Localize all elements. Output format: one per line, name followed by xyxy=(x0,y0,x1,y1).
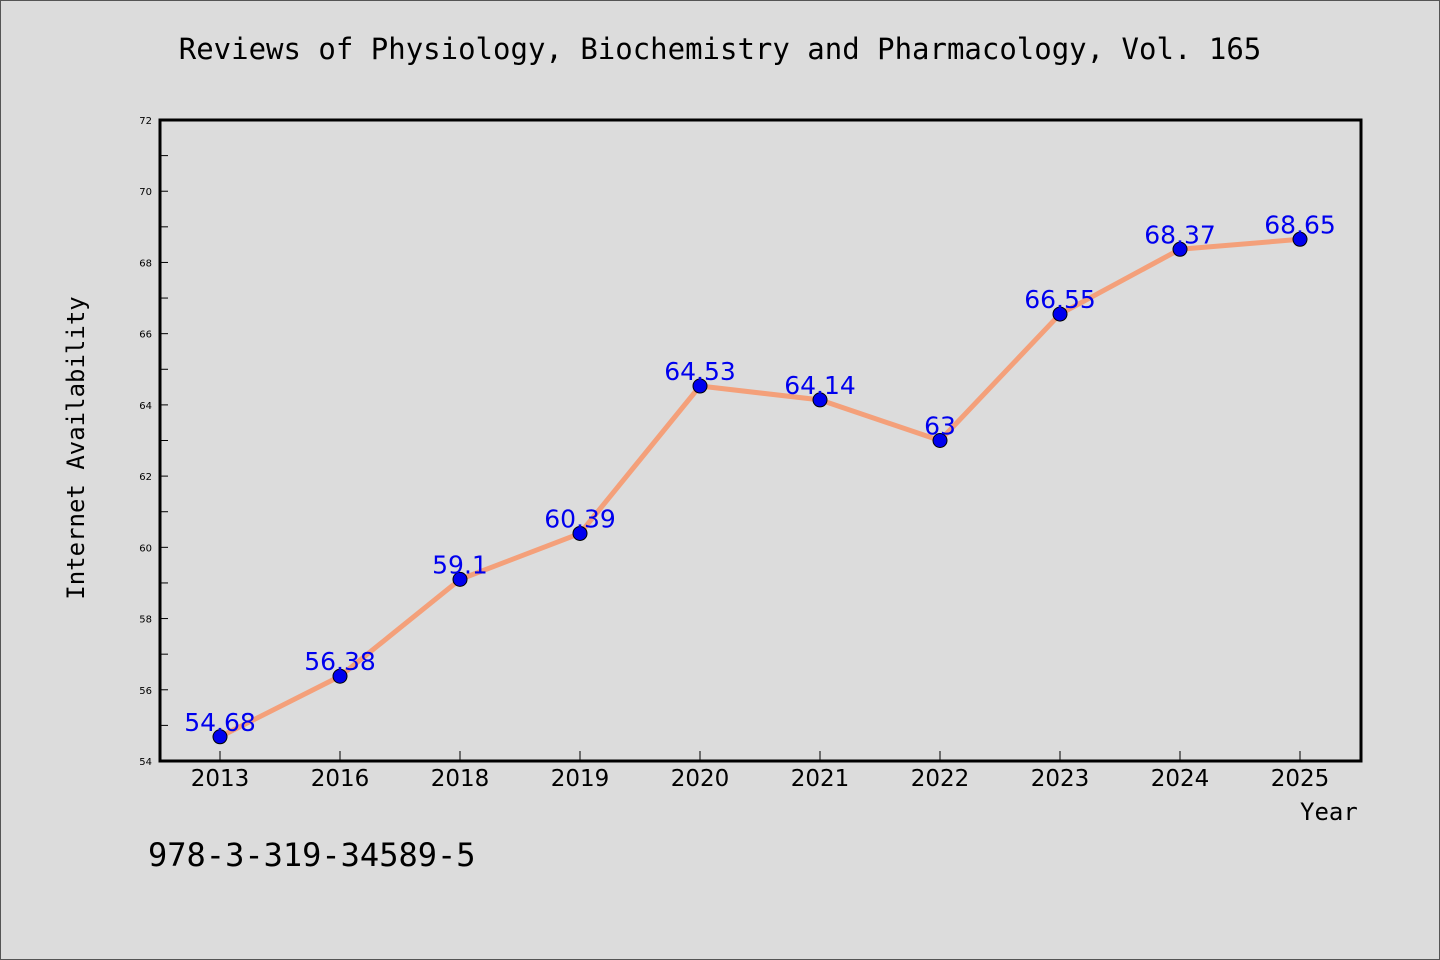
y-tick-label: 64 xyxy=(139,401,152,412)
x-tick-label: 2021 xyxy=(791,766,850,792)
y-tick-label: 58 xyxy=(139,615,152,626)
y-tick-label: 72 xyxy=(139,116,152,127)
y-tick-label: 68 xyxy=(139,258,152,269)
data-label: 56.38 xyxy=(304,647,376,676)
data-label: 63 xyxy=(924,412,956,441)
y-tick-label: 60 xyxy=(139,543,152,554)
data-point xyxy=(1292,231,1308,247)
y-tick-label: 56 xyxy=(139,686,152,697)
data-label: 54.68 xyxy=(184,708,256,737)
data-label: 60.39 xyxy=(544,504,616,533)
data-point xyxy=(812,392,828,408)
x-axis-label: Year xyxy=(1300,798,1358,826)
series-lines xyxy=(217,236,1303,740)
data-point xyxy=(572,525,588,541)
plot-area-border xyxy=(158,118,1363,763)
data-label: 66.55 xyxy=(1024,285,1096,314)
data-label: 59.1 xyxy=(432,550,488,579)
data-label: 68.65 xyxy=(1264,210,1336,239)
data-label: 64.14 xyxy=(784,371,856,400)
series-line xyxy=(217,236,1303,740)
isbn-footnote: 978-3-319-34589-5 xyxy=(148,836,476,874)
series-markers xyxy=(212,231,1308,745)
axis-ticks: 54 56 58 60 62 64 66 68 70 72 2013 2016 2018 2019 2020… xyxy=(139,116,1329,792)
x-tick-label: 2013 xyxy=(191,766,250,792)
data-label: 68.37 xyxy=(1144,220,1216,249)
x-tick-label: 2022 xyxy=(911,766,970,792)
x-tick-label: 2025 xyxy=(1271,766,1330,792)
data-point xyxy=(452,571,468,587)
x-tick-label: 2024 xyxy=(1151,766,1210,792)
data-point xyxy=(692,378,708,394)
x-tick-label: 2018 xyxy=(431,766,490,792)
data-labels: 54.68 56.38 59.1 60.39 64.53 64.14 63 66.55 68.3… xyxy=(184,210,1336,736)
x-tick-label: 2023 xyxy=(1031,766,1090,792)
y-tick-label: 54 xyxy=(139,757,152,768)
chart-title: Reviews of Physiology, Biochemistry and … xyxy=(178,32,1262,66)
data-point xyxy=(332,668,348,684)
data-point xyxy=(1172,241,1188,257)
data-point xyxy=(212,729,228,745)
y-tick-label: 70 xyxy=(139,187,152,198)
x-tick-label: 2020 xyxy=(671,766,730,792)
data-point xyxy=(932,433,948,448)
x-tick-label: 2019 xyxy=(551,766,610,792)
y-tick-label: 66 xyxy=(139,330,152,341)
data-label: 64.53 xyxy=(664,357,736,386)
data-point xyxy=(1052,306,1068,322)
y-tick-label: 62 xyxy=(139,472,152,483)
x-tick-label: 2016 xyxy=(311,766,370,792)
